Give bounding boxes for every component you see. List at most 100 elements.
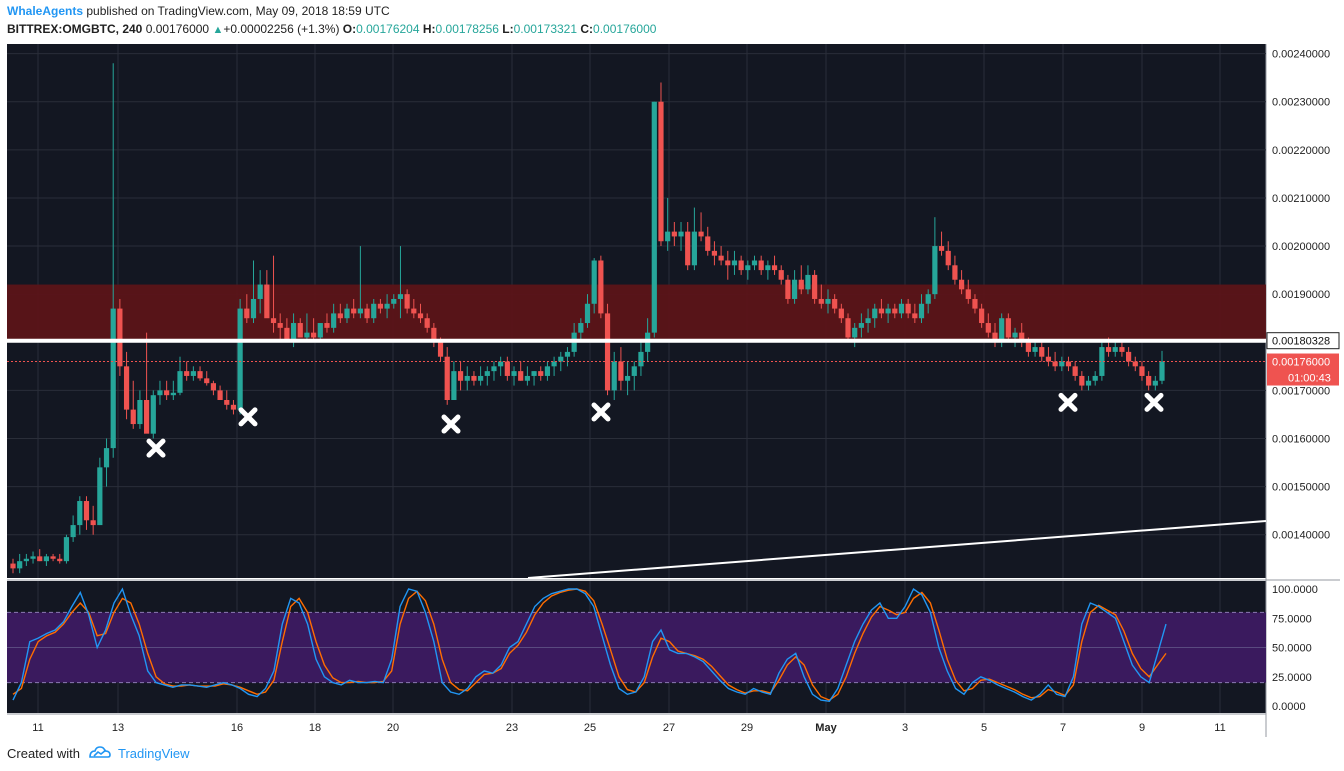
candle-body <box>791 279 798 299</box>
candle-body <box>471 375 477 381</box>
candle-body <box>364 308 370 319</box>
candle-body <box>1119 347 1125 352</box>
low-label: L: <box>502 22 514 36</box>
candle-body <box>103 448 110 468</box>
candle-body <box>10 563 16 569</box>
candle-body <box>551 361 557 367</box>
high-value: 0.00178256 <box>435 22 499 36</box>
candle-body <box>631 366 637 376</box>
candle-body <box>43 556 50 562</box>
candle-body <box>304 332 310 338</box>
candle-body <box>317 323 323 338</box>
candle-body <box>838 308 844 319</box>
candle-body <box>1032 347 1038 352</box>
candle-body <box>444 356 450 400</box>
candle-body <box>751 260 758 266</box>
candle-body <box>678 231 684 237</box>
candle-body <box>264 284 270 319</box>
time-tick-label: 16 <box>231 722 243 734</box>
footer: Created with TradingView <box>7 745 190 762</box>
candle-body <box>504 361 510 376</box>
candle-body <box>411 308 417 314</box>
time-tick-label: 9 <box>1139 722 1145 734</box>
last-price-label: 0.00176000 <box>1272 357 1330 369</box>
candle-body <box>37 556 43 562</box>
candle-body <box>157 390 163 396</box>
time-tick-label: 13 <box>112 722 124 734</box>
candle-body <box>371 303 377 319</box>
candle-body <box>918 303 925 319</box>
candle-body <box>498 361 504 367</box>
open-value: 0.00176204 <box>356 22 420 36</box>
candle-body <box>70 525 76 538</box>
candle-body <box>1039 347 1045 357</box>
stoch-tick-label: 0.0000 <box>1272 701 1306 713</box>
price-tick-label: 0.00150000 <box>1272 482 1330 494</box>
candle-body <box>658 101 664 242</box>
candle-body <box>979 308 985 324</box>
candle-body <box>244 308 250 319</box>
candle-body <box>491 366 497 372</box>
candle-body <box>311 332 317 338</box>
candle-body <box>611 361 617 391</box>
candle-body <box>999 318 1005 343</box>
candle-body <box>123 366 130 410</box>
candle-body <box>805 274 811 290</box>
candle-body <box>404 294 410 309</box>
candle-body <box>825 298 831 304</box>
candle-body <box>818 298 824 304</box>
candle-body <box>217 390 223 400</box>
candle-body <box>992 332 998 343</box>
candle-body <box>164 390 170 396</box>
candle-body <box>578 323 584 333</box>
candle-body <box>832 298 838 309</box>
candle-body <box>898 303 905 314</box>
candle-body <box>270 318 277 324</box>
candle-body <box>83 501 90 521</box>
candle-body <box>97 467 103 526</box>
candle-body <box>431 327 437 343</box>
candle-body <box>972 298 978 309</box>
candle-body <box>190 371 196 376</box>
candle-body <box>478 375 484 381</box>
candle-body <box>1105 347 1112 352</box>
candle-body <box>110 308 116 449</box>
tradingview-link[interactable]: TradingView <box>117 746 190 761</box>
candle-body <box>564 351 571 357</box>
candle-body <box>451 371 457 400</box>
candle-body <box>591 260 597 304</box>
candle-body <box>250 298 257 319</box>
candle-body <box>257 284 263 299</box>
candle-body <box>1052 361 1058 367</box>
candle-body <box>812 274 818 299</box>
publish-line: WhaleAgents published on TradingView.com… <box>7 4 390 18</box>
high-label: H: <box>422 22 436 36</box>
candle-body <box>711 250 718 256</box>
candle-body <box>865 318 871 324</box>
x-marker <box>238 407 258 427</box>
stoch-tick-label: 100.0000 <box>1272 584 1318 596</box>
stoch-tick-label: 25.0000 <box>1272 672 1312 684</box>
candle-body <box>277 323 283 328</box>
candle-body <box>584 303 591 324</box>
candle-body <box>457 371 464 381</box>
candle-body <box>230 404 237 410</box>
candle-body <box>144 400 150 434</box>
candle-body <box>1159 361 1165 381</box>
candle-body <box>531 371 537 376</box>
candle-body <box>932 246 938 295</box>
candle-body <box>357 308 363 314</box>
candle-body <box>337 313 343 319</box>
up-arrow-icon: ▲ <box>212 24 224 36</box>
candle-body <box>878 308 885 314</box>
time-tick-label: 11 <box>32 722 43 734</box>
candle-body <box>892 308 898 314</box>
candle-body <box>745 265 751 271</box>
price-chart[interactable]: 0.00240000 0.00230000 0.00220000 0.00210000… <box>0 0 1344 740</box>
candle-body <box>698 231 704 237</box>
author-name[interactable]: WhaleAgents <box>7 4 84 18</box>
candle-body <box>484 371 490 376</box>
candle-body <box>905 303 911 314</box>
candle-body <box>685 231 691 266</box>
candle-body <box>23 558 29 562</box>
